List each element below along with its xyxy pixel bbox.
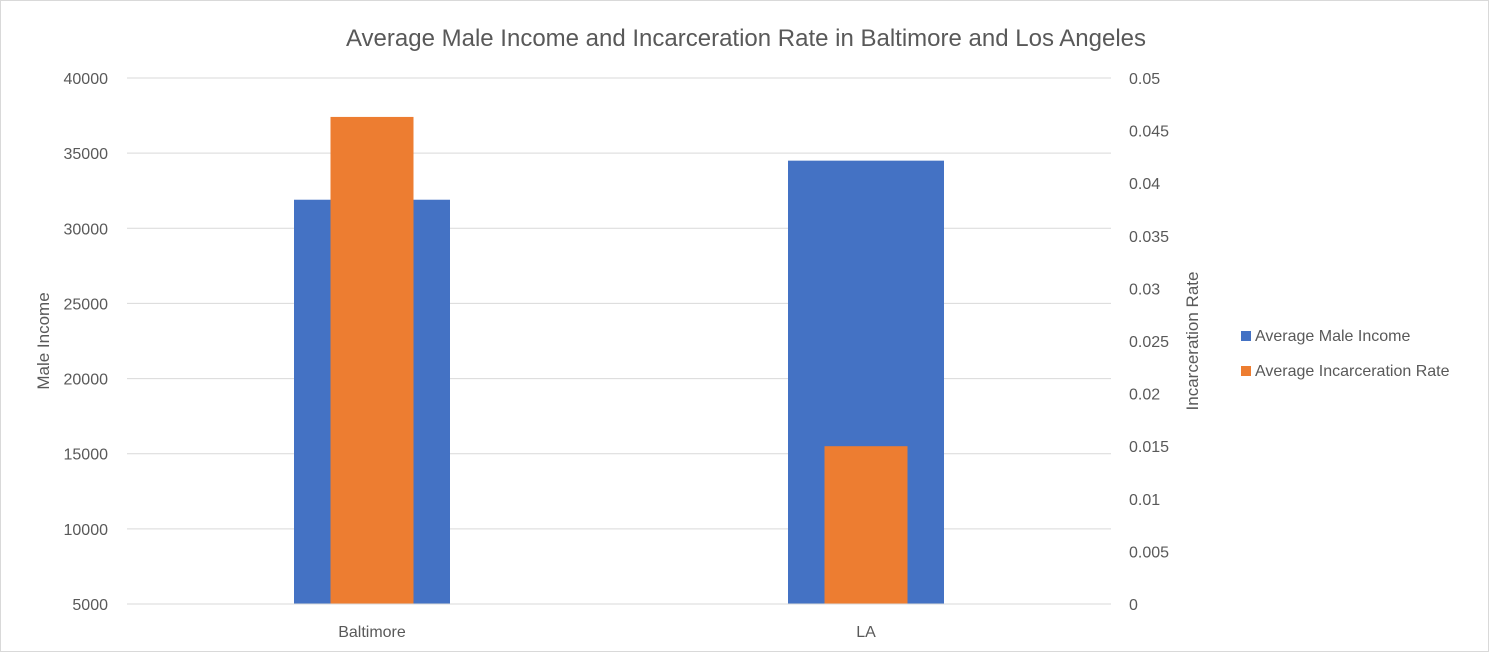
- y-tick-label: 10000: [64, 522, 109, 539]
- y2-tick-label: 0.01: [1129, 492, 1160, 509]
- y2-tick-label: 0.025: [1129, 334, 1169, 351]
- x-tick-label: Baltimore: [338, 624, 406, 641]
- y-tick-label: 20000: [64, 372, 109, 389]
- legend-label: Average Male Income: [1255, 328, 1410, 345]
- y2-tick-label: 0: [1129, 597, 1138, 614]
- y2-tick-label: 0.02: [1129, 387, 1160, 404]
- legend-label: Average Incarceration Rate: [1255, 363, 1450, 380]
- legend: Average Male Income Average Incarceration…: [1241, 328, 1450, 380]
- y2-tick-label: 0.005: [1129, 544, 1169, 561]
- legend-swatch: [1241, 366, 1251, 376]
- chart-title: Average Male Income and Incarceration Ra…: [346, 25, 1146, 52]
- y2-tick-label: 0.035: [1129, 229, 1169, 246]
- x-tick-label: LA: [856, 624, 876, 641]
- y-tick-label: 5000: [72, 597, 108, 614]
- y-tick-label: 15000: [64, 447, 109, 464]
- gridlines: [127, 77, 1111, 605]
- y2-tick-label: 0.05: [1129, 71, 1160, 88]
- bar-average-incarceration-rate: [330, 116, 414, 604]
- bars: [294, 116, 944, 604]
- y2-axis-title: Incarceration Rate: [1183, 272, 1202, 411]
- y2-tick-label: 0.045: [1129, 124, 1169, 141]
- y-tick-label: 40000: [64, 71, 109, 88]
- axes: 40000 35000 30000 25000 20000 15000 10000 5000 0…: [64, 71, 1170, 641]
- y2-tick-label: 0.03: [1129, 281, 1160, 298]
- y-axis-title: Male Income: [34, 292, 53, 389]
- y2-tick-label: 0.04: [1129, 176, 1160, 193]
- y-tick-label: 30000: [64, 221, 109, 238]
- bar-average-incarceration-rate: [824, 446, 908, 604]
- y2-tick-label: 0.015: [1129, 439, 1169, 456]
- y-tick-label: 35000: [64, 146, 109, 163]
- y-tick-label: 25000: [64, 296, 109, 313]
- legend-swatch: [1241, 331, 1251, 341]
